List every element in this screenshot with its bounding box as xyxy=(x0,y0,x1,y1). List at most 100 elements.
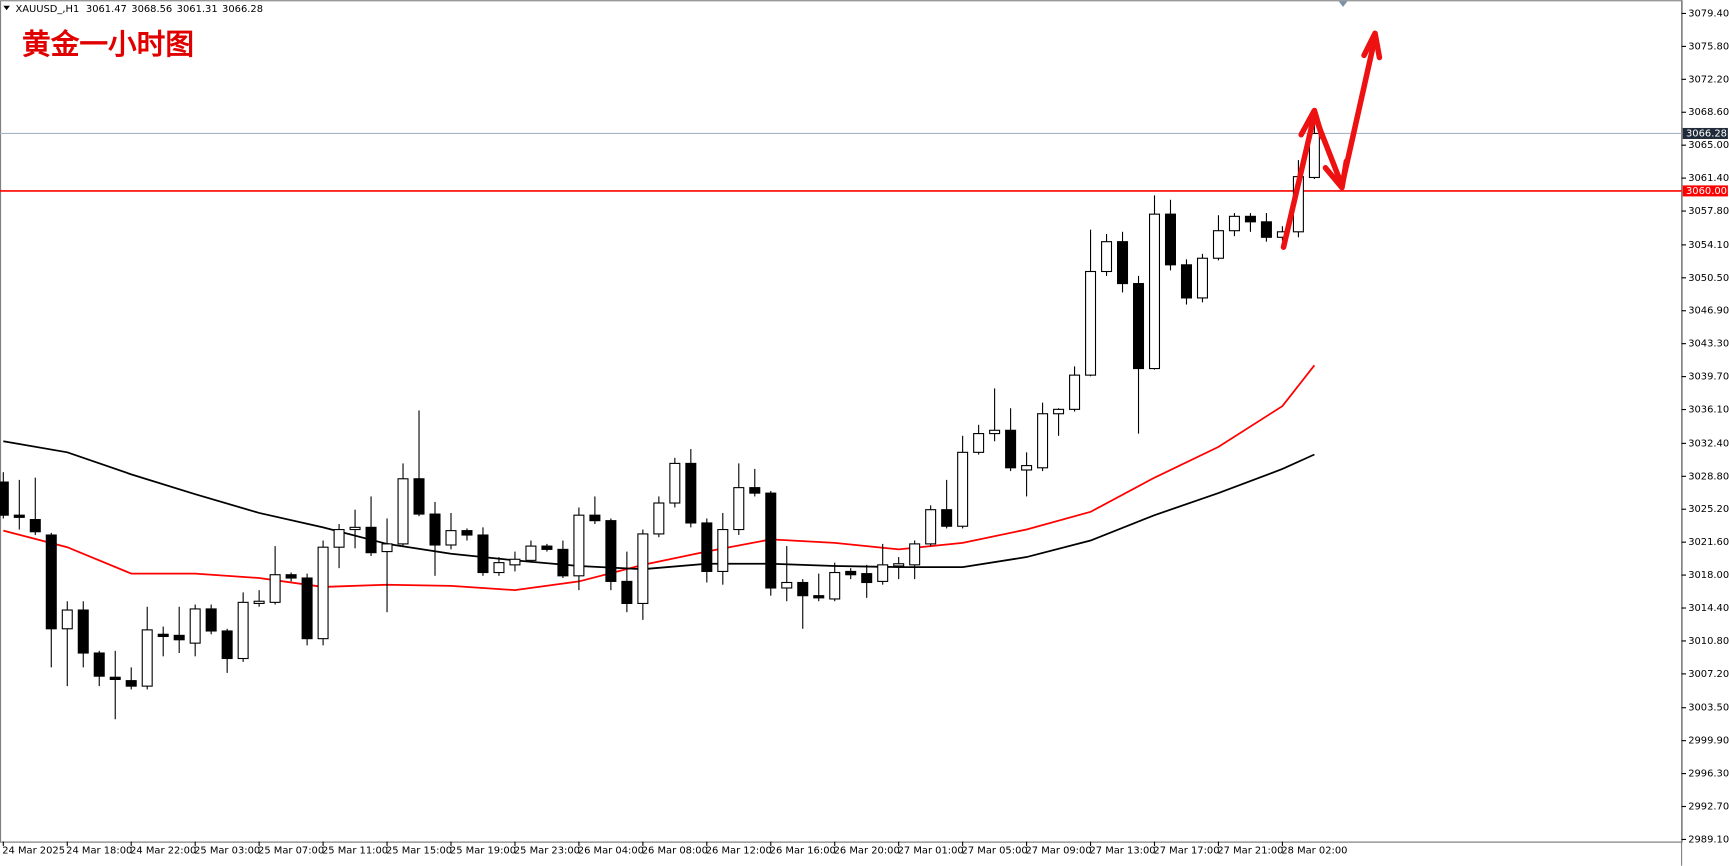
candle-body xyxy=(1308,132,1320,179)
moving-average xyxy=(3,440,1315,571)
y-tick-label: 3057.80 xyxy=(1688,206,1729,217)
candle-body xyxy=(317,546,329,640)
candle-body xyxy=(1053,408,1065,415)
y-tick-label: 3018.00 xyxy=(1688,570,1729,581)
x-tick-label: 26 Mar 08:00 xyxy=(642,845,708,856)
candle-body xyxy=(701,522,713,572)
candle-body xyxy=(141,629,153,687)
y-tick-label: 2999.90 xyxy=(1688,736,1729,747)
candle-body xyxy=(1085,270,1097,376)
candle-body xyxy=(765,492,777,589)
candle-body xyxy=(1260,221,1272,238)
x-tick-label: 26 Mar 20:00 xyxy=(834,845,900,856)
candle-body xyxy=(77,609,89,654)
candle-body xyxy=(605,520,617,582)
x-tick-label: 25 Mar 15:00 xyxy=(386,845,452,856)
candle-body xyxy=(541,545,553,550)
y-tick-label: 3025.20 xyxy=(1688,504,1729,515)
candle-body xyxy=(893,563,905,567)
x-tick-label: 25 Mar 19:00 xyxy=(450,845,516,856)
y-tick-label: 3039.70 xyxy=(1688,372,1729,383)
candle-body xyxy=(509,558,521,566)
candle-body xyxy=(557,548,569,577)
candle-body xyxy=(909,543,921,566)
candle-body xyxy=(0,481,9,516)
candle-body xyxy=(1180,264,1192,299)
candle-body xyxy=(1101,241,1113,273)
y-tick-label: 3032.40 xyxy=(1688,438,1729,449)
x-tick-label: 27 Mar 21:00 xyxy=(1217,845,1283,856)
x-tick-label: 24 Mar 2025 xyxy=(2,845,65,856)
header-high: 3068.56 xyxy=(131,4,172,15)
candle-body xyxy=(877,564,889,582)
y-tick-label: 3065.00 xyxy=(1688,140,1729,151)
candle-body xyxy=(365,526,377,554)
y-tick-label: 3046.90 xyxy=(1688,306,1729,317)
y-tick-label: 3043.30 xyxy=(1688,339,1729,350)
x-tick-label: 25 Mar 07:00 xyxy=(258,845,324,856)
y-tick-label: 2989.10 xyxy=(1688,834,1729,845)
candle-body xyxy=(925,509,937,545)
x-tick-label: 24 Mar 18:00 xyxy=(66,845,132,856)
candle-body xyxy=(45,534,57,630)
candle-body xyxy=(29,519,41,533)
x-tick-label: 26 Mar 12:00 xyxy=(706,845,772,856)
candle-body xyxy=(381,543,393,553)
trend-arrows xyxy=(1280,30,1383,250)
candle-body xyxy=(589,514,601,522)
y-tick-label: 3068.60 xyxy=(1688,107,1729,118)
candle-body xyxy=(669,462,681,504)
x-tick-label: 27 Mar 13:00 xyxy=(1089,845,1155,856)
y-tick-label: 3061.40 xyxy=(1688,173,1729,184)
candle-body xyxy=(445,530,457,546)
chart-title: 黄金一小时图 xyxy=(22,27,194,61)
y-tick-label: 3050.50 xyxy=(1688,273,1729,284)
arrow-head xyxy=(1322,158,1350,191)
candle-body xyxy=(93,652,105,677)
candle-body xyxy=(1148,213,1161,370)
candle-body xyxy=(1244,215,1256,223)
arrow-head xyxy=(1361,30,1383,61)
candle-body xyxy=(461,530,473,536)
level-tag-label: 3060.00 xyxy=(1686,186,1727,197)
candle-body xyxy=(333,528,345,548)
arrow-head xyxy=(1298,107,1325,140)
candle-body xyxy=(1196,257,1208,299)
y-tick-label: 3072.20 xyxy=(1688,74,1729,85)
y-tick-label: 3010.80 xyxy=(1688,636,1729,647)
candle-body xyxy=(957,451,969,527)
x-tick-label: 25 Mar 23:00 xyxy=(514,845,580,856)
x-tick-label: 25 Mar 03:00 xyxy=(194,845,260,856)
candle-body xyxy=(829,571,841,600)
candle-body xyxy=(13,514,25,518)
candle-body xyxy=(125,680,137,687)
candle-body xyxy=(269,574,281,603)
y-tick-label: 3036.10 xyxy=(1688,405,1729,416)
x-tick-label: 27 Mar 01:00 xyxy=(898,845,964,856)
candle-body xyxy=(797,581,809,597)
candle-body xyxy=(1037,413,1049,469)
candle-body xyxy=(717,528,729,572)
arrow-path xyxy=(1280,34,1378,250)
candle-body xyxy=(1212,230,1224,259)
candle-body xyxy=(349,526,361,531)
x-tick-label: 24 Mar 22:00 xyxy=(130,845,196,856)
candle-body xyxy=(941,509,953,527)
candle-body xyxy=(749,487,761,494)
x-tick-label: 28 Mar 02:00 xyxy=(1281,845,1347,856)
current-price-tag xyxy=(1682,127,1728,139)
x-tick-label: 25 Mar 11:00 xyxy=(322,845,388,856)
candle-body xyxy=(109,676,121,681)
candle-body xyxy=(1021,465,1033,471)
y-tick-label: 2996.30 xyxy=(1688,769,1729,780)
shift-marker xyxy=(1338,1,1348,7)
candle-body xyxy=(397,478,409,545)
y-tick-label: 3075.80 xyxy=(1688,41,1729,52)
header-open: 3061.47 xyxy=(86,4,127,15)
candle-body xyxy=(733,487,745,531)
marks xyxy=(0,112,1682,720)
candle-body xyxy=(493,562,505,574)
moving-average xyxy=(3,364,1316,592)
candle-body xyxy=(525,545,537,561)
candle-body xyxy=(685,462,697,524)
